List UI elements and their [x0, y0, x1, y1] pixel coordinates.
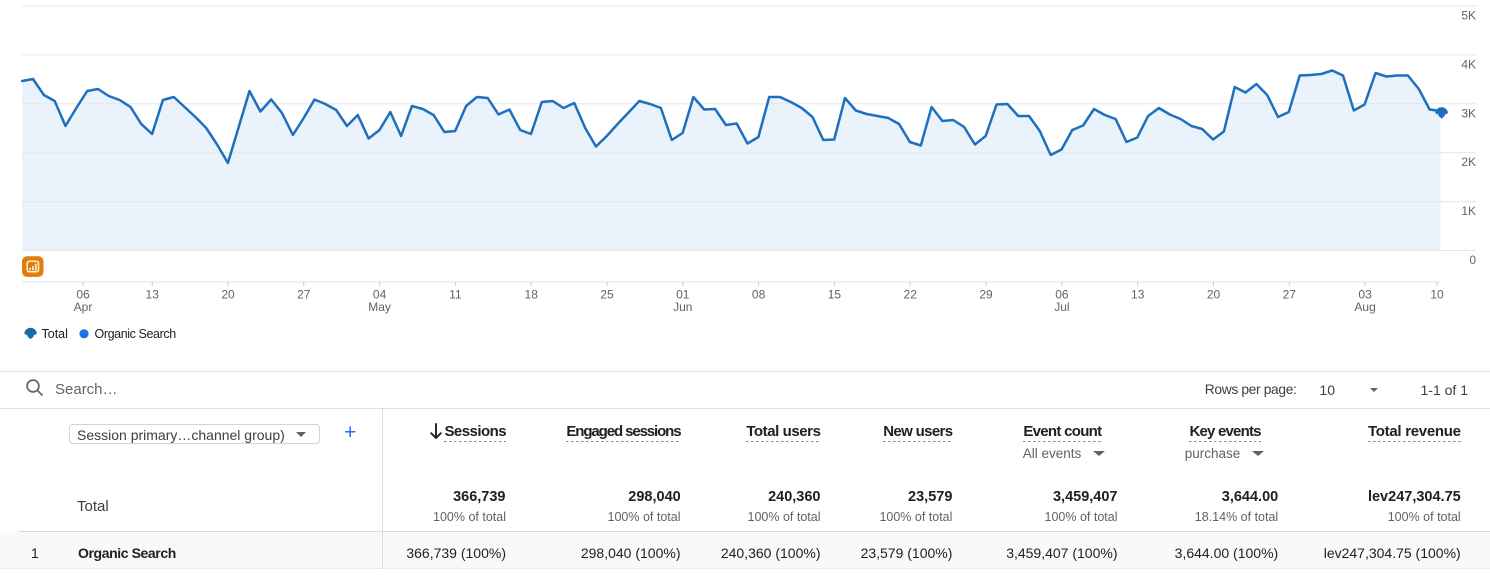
svg-text:Jun: Jun [673, 300, 692, 314]
svg-text:13: 13 [146, 288, 160, 302]
svg-text:06: 06 [1055, 288, 1069, 302]
svg-text:08: 08 [752, 288, 766, 302]
svg-text:13: 13 [1131, 288, 1145, 302]
svg-text:Total: Total [42, 327, 68, 341]
svg-text:22: 22 [904, 288, 918, 302]
svg-text:0: 0 [1469, 253, 1476, 267]
svg-text:27: 27 [297, 288, 311, 302]
svg-text:27: 27 [1283, 288, 1297, 302]
svg-text:Apr: Apr [74, 300, 93, 314]
svg-text:2K: 2K [1461, 155, 1476, 169]
svg-text:10: 10 [1430, 288, 1444, 302]
svg-text:4K: 4K [1461, 57, 1476, 71]
svg-text:1K: 1K [1461, 204, 1476, 218]
svg-text:18: 18 [525, 288, 539, 302]
svg-text:3K: 3K [1461, 106, 1476, 120]
svg-text:25: 25 [600, 288, 614, 302]
svg-text:20: 20 [221, 288, 235, 302]
svg-text:May: May [368, 300, 391, 314]
svg-text:Aug: Aug [1354, 300, 1375, 314]
svg-text:5K: 5K [1461, 9, 1476, 23]
svg-text:Organic Search: Organic Search [95, 327, 177, 341]
svg-text:20: 20 [1207, 288, 1221, 302]
svg-text:06: 06 [76, 288, 90, 302]
svg-text:29: 29 [979, 288, 993, 302]
svg-text:03: 03 [1358, 288, 1372, 302]
svg-text:04: 04 [373, 288, 387, 302]
svg-text:Jul: Jul [1054, 300, 1069, 314]
svg-text:01: 01 [676, 288, 690, 302]
svg-text:11: 11 [449, 288, 462, 302]
svg-text:15: 15 [828, 288, 842, 302]
